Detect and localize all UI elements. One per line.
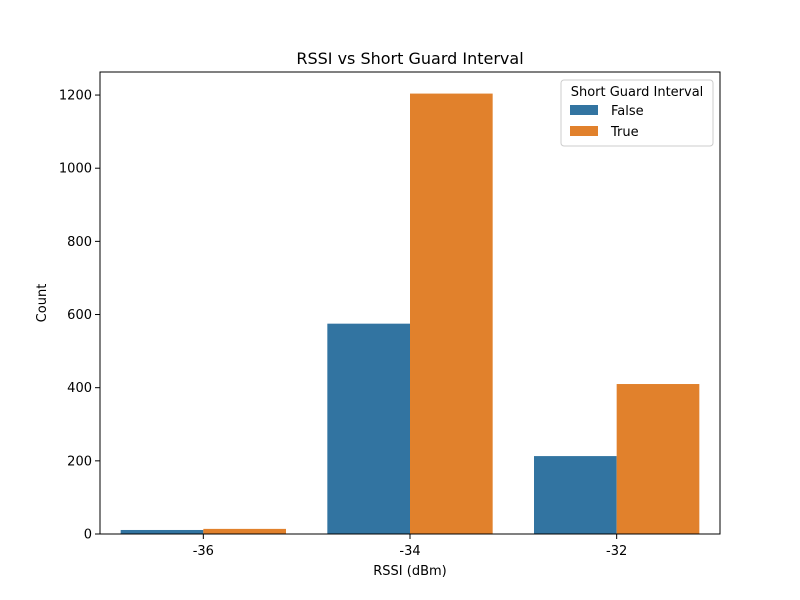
chart-title: RSSI vs Short Guard Interval xyxy=(296,49,523,68)
y-tick-label: 600 xyxy=(67,308,92,323)
legend-label-false: False xyxy=(611,104,644,119)
y-tick-label: 1200 xyxy=(59,89,92,104)
y-tick-label: 1000 xyxy=(59,162,92,177)
x-axis-label: RSSI (dBm) xyxy=(373,564,446,579)
x-tick-label: -34 xyxy=(399,544,420,559)
legend-swatch-true xyxy=(570,126,598,136)
legend-label-true: True xyxy=(610,125,639,140)
y-tick-label: 200 xyxy=(67,454,92,469)
bar-true-0 xyxy=(203,528,286,534)
bar-true-1 xyxy=(410,93,493,535)
x-axis: -36 -34 -32 xyxy=(193,534,627,559)
y-tick-label: 400 xyxy=(67,381,92,396)
plot-frame xyxy=(99,71,721,535)
bar-false-2 xyxy=(534,456,617,534)
bar-false-1 xyxy=(327,323,410,534)
y-axis: 0 200 400 600 800 1000 1200 xyxy=(59,89,100,543)
bar-true-2 xyxy=(616,384,700,534)
x-tick-label: -32 xyxy=(606,544,627,559)
x-tick-label: -36 xyxy=(193,544,214,559)
legend: Short Guard Interval False True xyxy=(560,79,714,147)
y-tick-label: 800 xyxy=(67,235,92,250)
legend-swatch-false xyxy=(570,105,598,115)
legend-title: Short Guard Interval xyxy=(571,85,704,100)
legend-box xyxy=(560,79,714,147)
bar-false-0 xyxy=(120,529,204,534)
legend-items: False True xyxy=(570,104,644,140)
y-axis-label: Count xyxy=(35,284,50,323)
y-tick-label: 0 xyxy=(84,528,92,543)
bars-layer xyxy=(120,93,700,535)
